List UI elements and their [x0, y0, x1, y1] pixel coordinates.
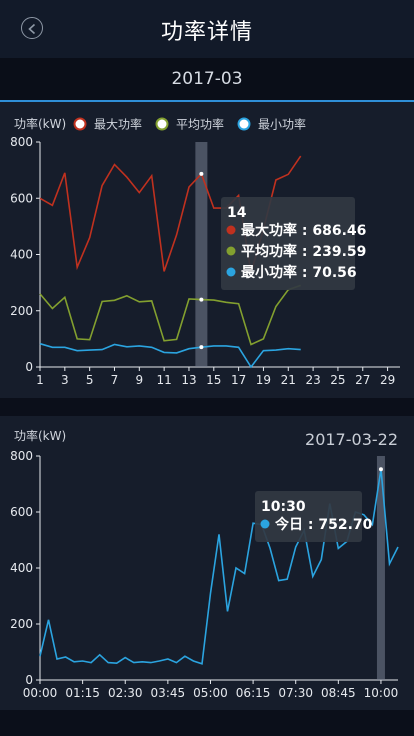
y-axis-label: 功率(kW) — [14, 428, 66, 443]
x-tick-label: 00:00 — [23, 686, 58, 700]
x-tick-label: 27 — [355, 373, 370, 387]
daily-power-chart[interactable]: 功率(kW) 2017-03-22 0 200 400 600 800 00:00 01:15 0… — [0, 416, 414, 710]
x-tick-label: 10:00 — [364, 686, 399, 700]
highlight-band — [195, 142, 208, 367]
monthly-tooltip-dot — [226, 246, 236, 256]
x-tick-label: 21 — [281, 373, 296, 387]
x-tick-label: 02:30 — [108, 686, 143, 700]
month-label: 2017-03 — [171, 69, 243, 89]
y-tick-label: 200 — [10, 304, 33, 318]
highlight-point — [199, 171, 204, 176]
x-tick-label: 06:15 — [236, 686, 271, 700]
x-tick-label: 5 — [86, 373, 94, 387]
monthly-tooltip-row: 最大功率 : 686.46 — [241, 222, 366, 239]
x-tick-label: 23 — [305, 373, 320, 387]
x-tick-label: 07:30 — [278, 686, 313, 700]
date-label: 2017-03-22 — [305, 430, 398, 449]
monthly-tooltip-title: 14 — [227, 205, 247, 221]
x-tick-label: 05:00 — [193, 686, 228, 700]
x-tick-label: 03:45 — [151, 686, 186, 700]
x-tick-label: 7 — [111, 373, 119, 387]
header-bar: 功率详情 — [0, 0, 414, 58]
daily-tooltip-dot — [260, 519, 270, 529]
series-line — [39, 284, 301, 346]
daily-tooltip-row: 今日 : 752.70 — [274, 516, 373, 533]
series-line — [39, 469, 399, 665]
y-tick-label: 800 — [10, 135, 33, 149]
monthly-tooltip-dot — [226, 225, 236, 235]
y-tick-label: 200 — [10, 617, 33, 631]
x-tick-label: 08:45 — [321, 686, 356, 700]
monthly-tooltip-dot — [226, 267, 236, 277]
y-tick-label: 400 — [10, 561, 33, 575]
x-tick-label: 13 — [181, 373, 196, 387]
legend-label: 最小功率 — [258, 117, 306, 132]
legend-marker — [73, 117, 87, 131]
x-tick-label: 19 — [256, 373, 271, 387]
daily-tooltip-title: 10:30 — [261, 499, 306, 515]
x-tick-label: 11 — [156, 373, 171, 387]
x-tick-label: 9 — [135, 373, 143, 387]
series-line — [39, 342, 301, 369]
monthly-power-panel: 功率(kW) 最大功率 平均功率 最小功率 0 200 400 600 800 1 3 5 7 9 11 13… — [0, 102, 414, 398]
x-tick-label: 25 — [330, 373, 345, 387]
x-tick-label: 15 — [206, 373, 221, 387]
y-tick-label: 600 — [10, 191, 33, 205]
y-tick-label: 400 — [10, 248, 33, 262]
y-tick-label: 800 — [10, 449, 33, 463]
legend-marker — [237, 117, 251, 131]
x-tick-label: 29 — [380, 373, 395, 387]
x-tick-label: 01:15 — [65, 686, 100, 700]
monthly-tooltip-row: 最小功率 : 70.56 — [241, 264, 357, 281]
month-bar[interactable]: 2017-03 — [0, 58, 414, 102]
x-tick-label: 1 — [36, 373, 44, 387]
highlight-band — [376, 456, 385, 680]
page-title: 功率详情 — [160, 20, 253, 45]
monthly-tooltip-row: 平均功率 : 239.59 — [241, 243, 366, 260]
legend-label: 平均功率 — [176, 117, 224, 132]
legend-marker — [155, 117, 169, 131]
x-tick-label: 3 — [61, 373, 69, 387]
legend-label: 最大功率 — [94, 117, 142, 132]
daily-tooltip-box — [255, 491, 362, 542]
back-button[interactable] — [21, 17, 43, 39]
highlight-point — [199, 297, 204, 302]
y-tick-label: 0 — [25, 360, 33, 374]
highlight-point — [378, 467, 383, 472]
y-axis-label: 功率(kW) — [14, 116, 66, 131]
monthly-tooltip-box — [221, 197, 355, 290]
x-tick-label: 17 — [231, 373, 246, 387]
y-tick-label: 600 — [10, 505, 33, 519]
back-arrow-icon — [28, 23, 36, 35]
highlight-point — [199, 345, 204, 350]
y-tick-label: 0 — [25, 673, 33, 687]
daily-power-panel: 功率(kW) 2017-03-22 0 200 400 600 800 00:00 01:15 0… — [0, 416, 414, 710]
